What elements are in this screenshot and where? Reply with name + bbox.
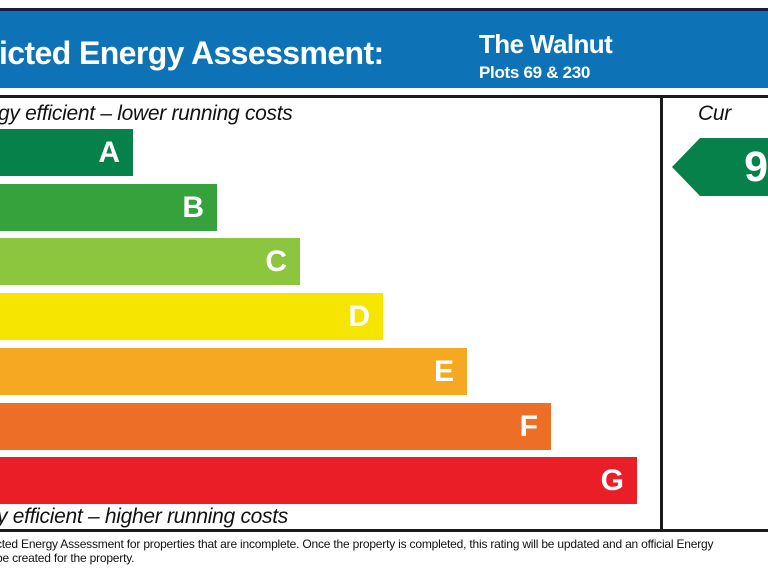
property-block: The Walnut Plots 69 & 230 [479,29,613,83]
header-banner: icted Energy Assessment: The Walnut Plot… [0,11,768,88]
footnote: cted Energy Assessment for properties th… [0,537,768,565]
epc-band-g: G [0,457,637,504]
epc-band-letter: A [98,135,120,169]
property-name: The Walnut [479,29,613,59]
epc-band-b: B [0,184,217,231]
epc-band-c: C [0,238,300,285]
epc-band-letter: B [182,190,204,224]
plots-label: Plots 69 & 230 [479,63,591,82]
header-top-border [0,8,768,11]
footnote-line-1: cted Energy Assessment for properties th… [0,537,714,551]
current-column-label: Cur [698,102,731,125]
current-rating-arrow: 9 [672,138,768,196]
lower-running-costs-label: gy efficient – lower running costs [0,102,293,125]
chart-bottom-border [0,529,768,532]
epc-band-letter: E [433,354,454,388]
epc-band-a: A [0,129,133,176]
current-rating-value: 9 [744,142,768,191]
epc-band-f: F [0,403,551,450]
page-title: icted Energy Assessment: [0,35,384,71]
epc-band-letter: G [600,463,624,497]
higher-running-costs-label: y efficient – higher running costs [0,505,288,528]
footnote-line-2: be created for the property. [0,551,135,565]
epc-band-letter: F [519,409,538,443]
epc-band-d: D [0,293,383,340]
chart-top-border [0,95,768,98]
epc-band-letter: C [265,244,287,278]
epc-band-e: E [0,348,467,395]
epc-band-letter: D [348,299,370,333]
current-column-divider [660,98,663,529]
